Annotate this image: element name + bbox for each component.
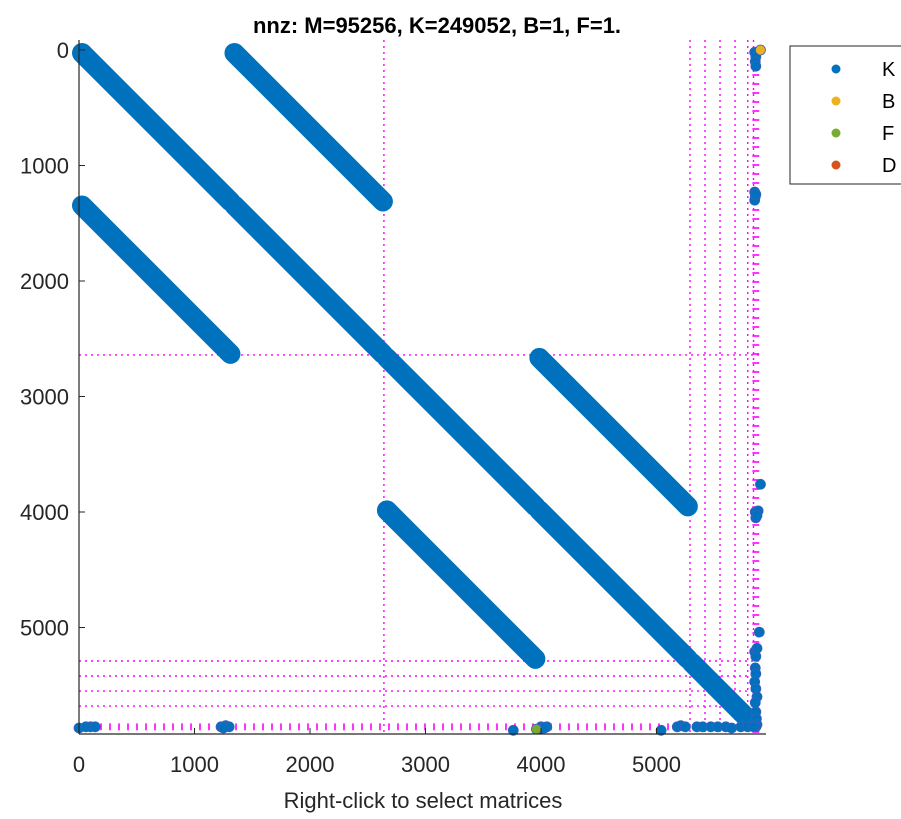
- data-points: [73, 44, 766, 736]
- x-tick-label: 3000: [401, 752, 450, 777]
- legend-label-b: B: [882, 91, 895, 113]
- band-series-k: [72, 43, 241, 212]
- band-series-k: [681, 652, 761, 732]
- band-series-k: [376, 500, 546, 669]
- point-series-k: [749, 697, 761, 708]
- point-series-k: [679, 721, 691, 733]
- data-bands: [72, 43, 761, 732]
- y-tick-label: 0: [57, 38, 69, 63]
- band-series-k: [529, 347, 698, 517]
- y-tick-label: 4000: [20, 500, 69, 525]
- legend-label-d: D: [882, 155, 896, 177]
- y-ticks: 0 1000 2000 3000 4000 5000: [20, 38, 85, 641]
- chart-title: nnz: M=95256, K=249052, B=1, F=1.: [253, 13, 621, 38]
- y-tick-label: 1000: [20, 154, 69, 179]
- band-series-k: [224, 195, 393, 364]
- point-series-b: [755, 44, 766, 56]
- x-axis-label[interactable]: Right-click to select matrices: [284, 788, 563, 813]
- legend-marker-f: [831, 128, 841, 138]
- x-tick-label: 0: [73, 752, 85, 777]
- x-tick-label: 2000: [286, 752, 335, 777]
- band-series-k: [72, 195, 241, 364]
- legend-label-f: F: [882, 123, 894, 145]
- x-ticks: 0 1000 2000 3000 4000 5000: [73, 728, 681, 777]
- point-series-f: [530, 723, 542, 735]
- x-tick-label: 4000: [517, 752, 566, 777]
- point-series-k: [217, 722, 229, 734]
- legend-marker-d: [831, 160, 841, 170]
- point-series-k: [751, 642, 763, 654]
- legend-marker-b: [831, 96, 841, 106]
- legend-label-k: K: [882, 59, 896, 81]
- point-series-k: [755, 478, 766, 490]
- point-series-k: [753, 626, 765, 638]
- legend-box: [789, 45, 901, 185]
- x-tick-label: 5000: [632, 752, 681, 777]
- band-series-k: [224, 43, 393, 212]
- point-series-k: [751, 510, 763, 521]
- band-series-k: [376, 347, 546, 517]
- x-tick-label: 1000: [170, 752, 219, 777]
- legend-marker-k: [831, 64, 841, 74]
- point-series-k: [89, 721, 101, 733]
- point-series-k: [750, 60, 762, 72]
- y-tick-label: 2000: [20, 269, 69, 294]
- point-series-k: [507, 724, 519, 736]
- point-series-k: [726, 722, 737, 734]
- band-series-k: [529, 500, 698, 669]
- point-series-k: [748, 721, 759, 733]
- y-tick-label: 3000: [20, 385, 69, 410]
- point-series-k: [750, 188, 762, 200]
- y-tick-label: 5000: [20, 616, 69, 641]
